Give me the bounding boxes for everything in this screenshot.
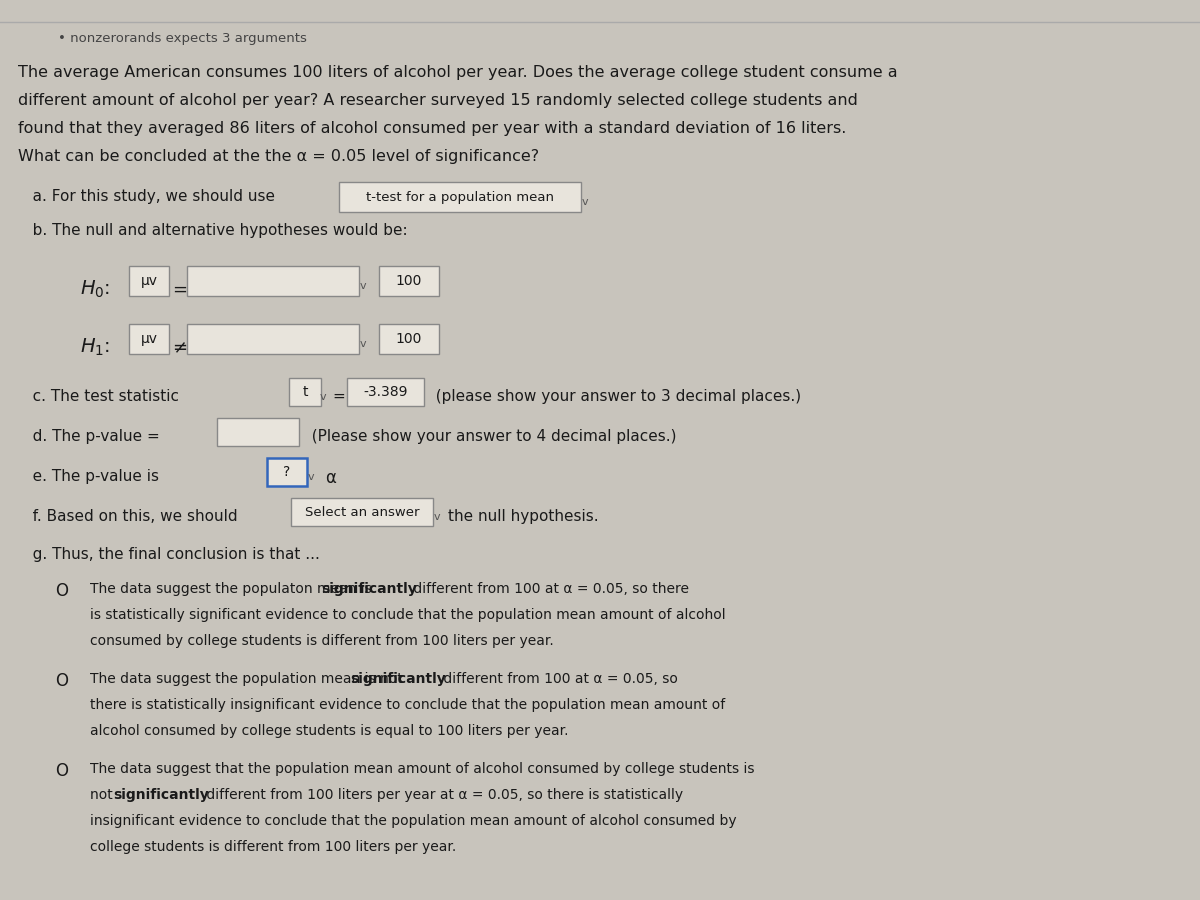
Text: different from 100 at α = 0.05, so: different from 100 at α = 0.05, so [439, 672, 678, 686]
Text: O: O [55, 672, 68, 690]
Text: The average American consumes 100 liters of alcohol per year. Does the average c: The average American consumes 100 liters… [18, 65, 898, 80]
FancyBboxPatch shape [379, 266, 439, 296]
Text: μv: μv [140, 332, 157, 346]
Text: significantly: significantly [114, 788, 210, 802]
Text: v: v [434, 512, 440, 522]
Text: μv: μv [140, 274, 157, 288]
Text: Select an answer: Select an answer [305, 506, 419, 518]
Text: The data suggest that the population mean amount of alcohol consumed by college : The data suggest that the population mea… [90, 762, 755, 776]
Text: $H_1$:: $H_1$: [80, 337, 110, 358]
Text: v: v [582, 197, 589, 207]
FancyBboxPatch shape [289, 378, 322, 406]
Text: the null hypothesis.: the null hypothesis. [448, 509, 599, 524]
Text: d. The p-value =: d. The p-value = [18, 429, 160, 444]
Text: significantly: significantly [350, 672, 446, 686]
Text: -3.389: -3.389 [364, 385, 408, 399]
Text: b. The null and alternative hypotheses would be:: b. The null and alternative hypotheses w… [18, 223, 408, 238]
Text: t: t [302, 385, 307, 399]
FancyBboxPatch shape [340, 182, 581, 212]
Text: =: = [332, 389, 344, 404]
FancyBboxPatch shape [187, 266, 359, 296]
Text: insignificant evidence to conclude that the population mean amount of alcohol co: insignificant evidence to conclude that … [90, 814, 737, 828]
Text: • nonzerorands expects 3 arguments: • nonzerorands expects 3 arguments [58, 32, 307, 45]
Text: v: v [320, 392, 326, 402]
Text: a. For this study, we should use: a. For this study, we should use [18, 189, 275, 204]
FancyBboxPatch shape [187, 324, 359, 354]
Text: alcohol consumed by college students is equal to 100 liters per year.: alcohol consumed by college students is … [90, 724, 569, 738]
Text: (please show your answer to 3 decimal places.): (please show your answer to 3 decimal pl… [426, 389, 802, 404]
Text: different from 100 at α = 0.05, so there: different from 100 at α = 0.05, so there [409, 582, 689, 596]
Text: What can be concluded at the the α = 0.05 level of significance?: What can be concluded at the the α = 0.0… [18, 149, 539, 164]
FancyBboxPatch shape [130, 266, 169, 296]
Text: v: v [360, 339, 367, 349]
Text: 100: 100 [396, 274, 422, 288]
Text: The data suggest the populaton mean is: The data suggest the populaton mean is [90, 582, 376, 596]
FancyBboxPatch shape [130, 324, 169, 354]
Text: found that they averaged 86 liters of alcohol consumed per year with a standard : found that they averaged 86 liters of al… [18, 121, 846, 136]
Text: e. The p-value is: e. The p-value is [18, 469, 158, 484]
Text: consumed by college students is different from 100 liters per year.: consumed by college students is differen… [90, 634, 553, 648]
Text: significantly: significantly [320, 582, 416, 596]
Text: different from 100 liters per year at α = 0.05, so there is statistically: different from 100 liters per year at α … [202, 788, 683, 802]
FancyBboxPatch shape [379, 324, 439, 354]
Text: f. Based on this, we should: f. Based on this, we should [18, 509, 238, 524]
Text: 100: 100 [396, 332, 422, 346]
Text: (Please show your answer to 4 decimal places.): (Please show your answer to 4 decimal pl… [302, 429, 677, 444]
Text: O: O [55, 582, 68, 600]
Text: =: = [172, 281, 187, 299]
Text: α: α [325, 469, 336, 487]
Text: there is statistically insignificant evidence to conclude that the population me: there is statistically insignificant evi… [90, 698, 725, 712]
FancyBboxPatch shape [266, 458, 307, 486]
FancyBboxPatch shape [347, 378, 424, 406]
Text: g. Thus, the final conclusion is that ...: g. Thus, the final conclusion is that ..… [18, 547, 320, 562]
Text: t-test for a population mean: t-test for a population mean [366, 191, 554, 203]
Text: ≠: ≠ [172, 339, 187, 357]
Text: different amount of alcohol per year? A researcher surveyed 15 randomly selected: different amount of alcohol per year? A … [18, 93, 858, 108]
Text: The data suggest the population mean is not: The data suggest the population mean is … [90, 672, 407, 686]
Text: is statistically significant evidence to conclude that the population mean amoun: is statistically significant evidence to… [90, 608, 726, 622]
Text: not: not [90, 788, 118, 802]
Text: $H_0$:: $H_0$: [80, 279, 110, 301]
Text: v: v [360, 281, 367, 291]
Text: c. The test statistic: c. The test statistic [18, 389, 179, 404]
Text: v: v [308, 472, 314, 482]
FancyBboxPatch shape [217, 418, 299, 446]
Text: O: O [55, 762, 68, 780]
FancyBboxPatch shape [292, 498, 433, 526]
Text: ?: ? [283, 465, 290, 479]
Text: college students is different from 100 liters per year.: college students is different from 100 l… [90, 840, 456, 854]
